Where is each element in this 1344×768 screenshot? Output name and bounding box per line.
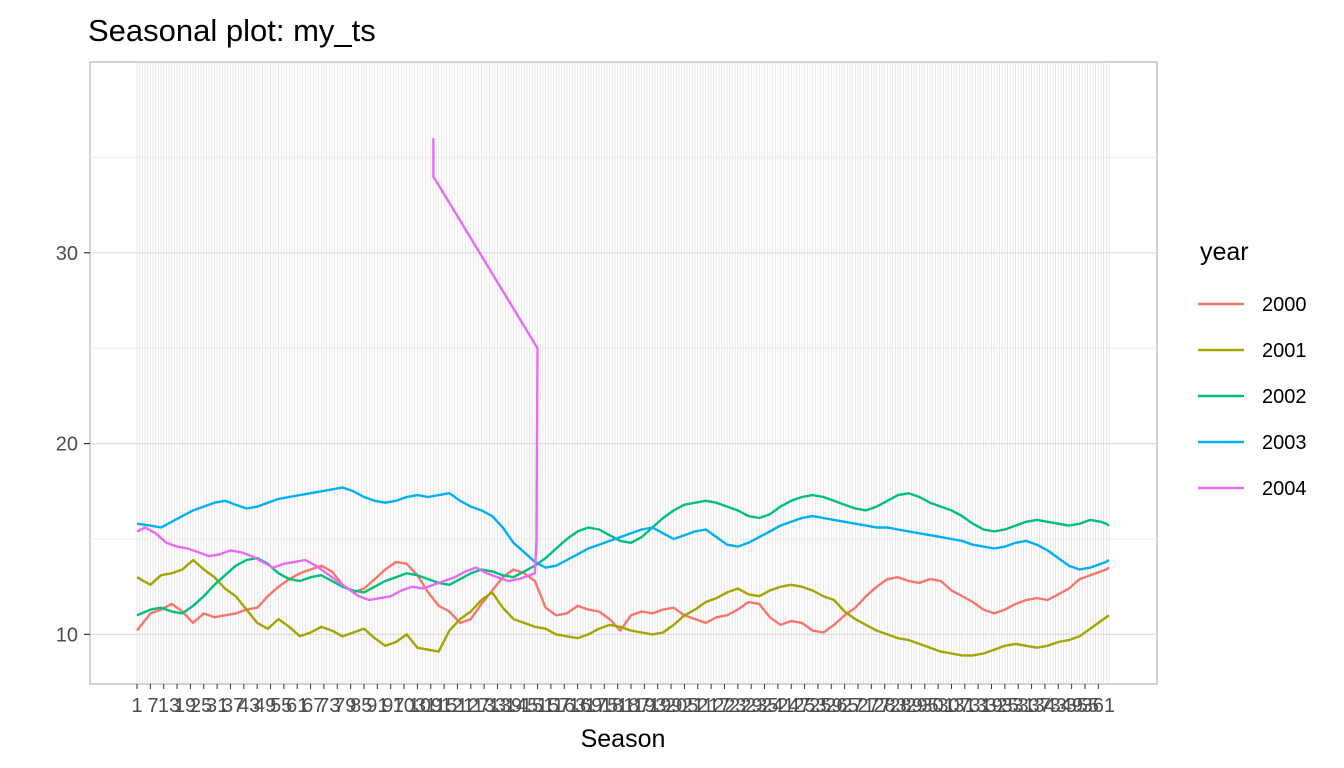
x-tick-label: 127 [457, 695, 490, 717]
series-line-2001 [136, 558, 1110, 657]
x-tick-label: 133 [473, 695, 506, 717]
series-line-2004 [136, 138, 539, 602]
x-tick-label: 25 [190, 695, 212, 717]
y-tick-label: 20 [56, 434, 78, 456]
y-gridlines [90, 156, 1157, 635]
x-tick-label: 325 [985, 695, 1018, 717]
x-tick-label: 109 [409, 695, 442, 717]
x-tick-label: 121 [441, 695, 474, 717]
x-tick-label: 103 [393, 695, 426, 717]
x-tick-label: 145 [505, 695, 538, 717]
x-tick-label: 319 [969, 695, 1002, 717]
x-axis-title: Season [581, 725, 666, 753]
x-tick-label: 265 [825, 695, 858, 717]
x-tick-label: 7 [147, 695, 158, 717]
x-tick-label: 43 [238, 695, 260, 717]
x-tick-label: 13 [158, 695, 180, 717]
legend-label-2000: 2000 [1262, 294, 1307, 316]
x-tick-label: 181 [601, 695, 634, 717]
y-tick-label: 10 [56, 624, 78, 646]
x-axis-tick-labels: 1 7 13192531374349556167737985919710310911… [131, 684, 1115, 717]
x-tick-label: 271 [841, 695, 874, 717]
x-tick-label: 97 [382, 695, 404, 717]
x-tick-label: 349 [1050, 695, 1083, 717]
x-tick-label: 361 [1082, 695, 1115, 717]
x-tick-label: 211 [682, 695, 714, 717]
legend: year 2000 2001 2002 2003 2004 [1198, 238, 1307, 500]
x-tick-label: 151 [521, 695, 554, 717]
x-tick-label: 343 [1034, 695, 1067, 717]
x-tick-label: 253 [793, 695, 826, 717]
x-tick-label: 1 [131, 695, 142, 717]
x-tick-label: 31 [206, 695, 228, 717]
x-tick-label: 283 [873, 695, 906, 717]
x-gridlines [136, 62, 1110, 684]
x-tick-label: 205 [665, 695, 698, 717]
x-tick-label: 289 [889, 695, 922, 717]
legend-title: year [1200, 238, 1249, 266]
series-line-2002 [136, 492, 1110, 617]
series-line-2003 [136, 486, 1110, 571]
x-tick-label: 163 [553, 695, 586, 717]
x-tick-label: 187 [617, 695, 650, 717]
x-tick-label: 199 [649, 695, 682, 717]
x-tick-label: 313 [953, 695, 986, 717]
x-tick-label: 91 [366, 695, 388, 717]
x-tick-label: 331 [1002, 695, 1035, 717]
x-tick-label: 241 [761, 695, 794, 717]
x-tick-label: 277 [857, 695, 890, 717]
series-lines [136, 138, 1110, 657]
legend-label-2003: 2003 [1262, 432, 1307, 454]
x-tick-label: 169 [569, 695, 602, 717]
x-tick-label: 79 [334, 695, 356, 717]
x-tick-label: 139 [489, 695, 522, 717]
x-tick-label: 115 [425, 695, 457, 717]
x-tick-label: 259 [809, 695, 842, 717]
x-tick-label: 37 [222, 695, 244, 717]
series-line-2000 [136, 560, 1110, 634]
x-tick-label: 337 [1018, 695, 1051, 717]
x-tick-label: 19 [174, 695, 196, 717]
x-tick-label: 61 [286, 695, 308, 717]
legend-label-2004: 2004 [1262, 478, 1307, 500]
x-tick-label: 301 [921, 695, 954, 717]
x-tick-label: 49 [254, 695, 276, 717]
y-tick-label: 30 [56, 243, 78, 265]
legend-label-2002: 2002 [1262, 386, 1307, 408]
x-tick-label: 295 [905, 695, 938, 717]
x-tick-label: 223 [713, 695, 746, 717]
legend-label-2001: 2001 [1262, 340, 1307, 362]
x-tick-label: 67 [302, 695, 324, 717]
y-axis-ticks: 10 20 30 [56, 243, 90, 646]
x-tick-label: 229 [729, 695, 762, 717]
x-tick-label: 355 [1066, 695, 1099, 717]
chart-title: Seasonal plot: my_ts [88, 13, 376, 48]
x-tick-label: 193 [633, 695, 666, 717]
x-tick-label: 175 [585, 695, 618, 717]
x-tick-label: 217 [697, 695, 730, 717]
x-tick-label: 307 [937, 695, 970, 717]
x-tick-label: 247 [777, 695, 810, 717]
x-tick-label: 157 [537, 695, 570, 717]
x-tick-label: 73 [318, 695, 340, 717]
x-tick-label: 55 [270, 695, 292, 717]
x-tick-label: 235 [745, 695, 778, 717]
x-tick-label: 85 [350, 695, 372, 717]
